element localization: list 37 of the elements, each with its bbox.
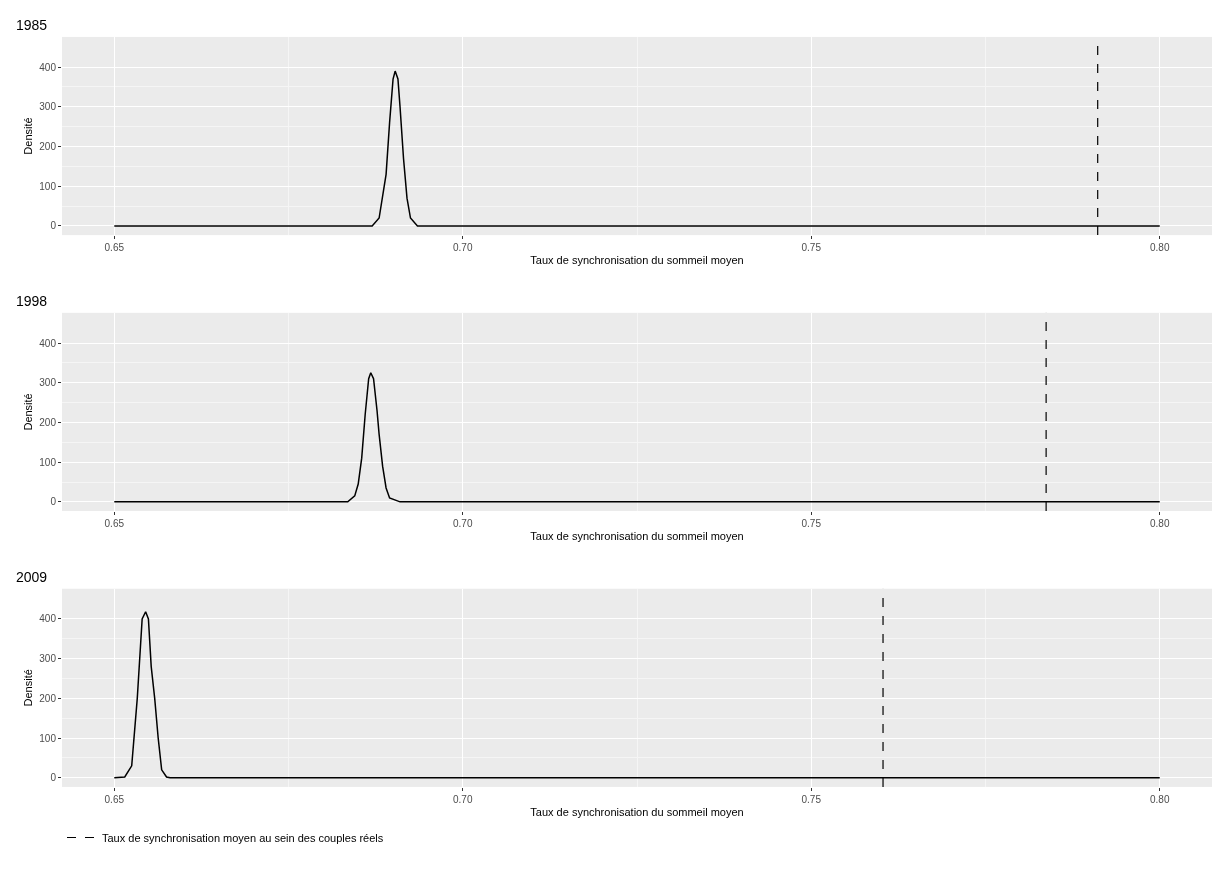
x-tick-label: 0.75 bbox=[801, 242, 822, 254]
y-tick-label: 200 bbox=[39, 141, 57, 153]
y-tick-label: 0 bbox=[50, 496, 57, 508]
x-tick-label: 0.65 bbox=[104, 518, 125, 530]
x-tick-label: 0.80 bbox=[1150, 518, 1170, 530]
chart-title: 1985 bbox=[16, 17, 48, 33]
y-tick-label: 400 bbox=[39, 613, 57, 625]
y-tick-label: 200 bbox=[39, 692, 57, 704]
x-axis-title: Taux de synchronisation du sommeil moyen bbox=[530, 806, 744, 819]
y-tick-label: 300 bbox=[39, 377, 57, 389]
y-tick-label: 400 bbox=[39, 61, 57, 73]
x-tick-label: 0.75 bbox=[801, 518, 822, 530]
chart-title: 2009 bbox=[16, 569, 48, 585]
x-tick-label: 0.70 bbox=[453, 793, 473, 805]
x-tick-label: 0.70 bbox=[453, 242, 473, 254]
x-tick-label: 0.75 bbox=[801, 793, 822, 805]
y-tick-label: 100 bbox=[39, 456, 57, 468]
y-tick-label: 100 bbox=[39, 732, 57, 744]
legend-label: Taux de synchronisation moyen au sein des couples réels bbox=[102, 831, 384, 844]
y-tick-label: 200 bbox=[39, 416, 57, 428]
x-axis-title: Taux de synchronisation du sommeil moyen bbox=[530, 254, 744, 267]
y-tick-label: 300 bbox=[39, 653, 57, 665]
x-axis-title: Taux de synchronisation du sommeil moyen bbox=[530, 530, 744, 543]
x-tick-label: 0.65 bbox=[104, 242, 125, 254]
x-tick-label: 0.70 bbox=[453, 518, 473, 530]
y-tick-label: 0 bbox=[50, 772, 57, 784]
chart-title: 1998 bbox=[16, 293, 48, 309]
y-axis-title: Densité bbox=[21, 393, 34, 431]
x-tick-label: 0.65 bbox=[104, 793, 125, 805]
y-axis-title: Densité bbox=[21, 117, 34, 155]
x-tick-label: 0.80 bbox=[1150, 793, 1170, 805]
y-tick-label: 100 bbox=[39, 180, 57, 192]
y-tick-label: 0 bbox=[50, 220, 57, 232]
y-tick-label: 300 bbox=[39, 101, 57, 113]
x-tick-label: 0.80 bbox=[1150, 242, 1170, 254]
y-tick-label: 400 bbox=[39, 337, 57, 349]
y-axis-title: Densité bbox=[21, 669, 34, 707]
